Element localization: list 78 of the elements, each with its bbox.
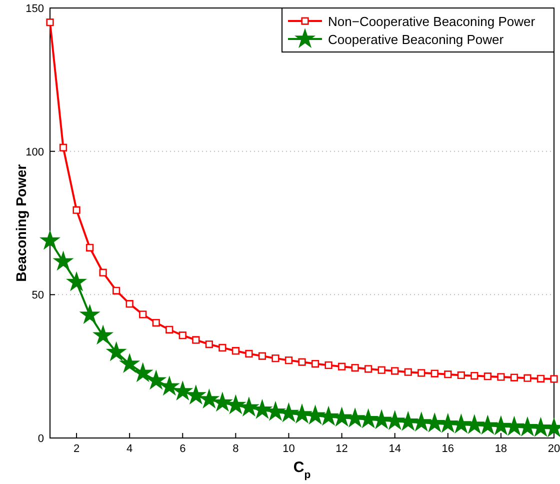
point [378, 366, 386, 374]
point [298, 358, 306, 366]
point [67, 272, 86, 290]
legend-label: Non−Cooperative Beaconing Power [328, 14, 536, 29]
point [99, 268, 107, 276]
point [173, 382, 192, 400]
point [324, 361, 332, 369]
x-tick-label: 6 [180, 443, 186, 455]
point [205, 340, 213, 348]
x-tick-label: 8 [232, 443, 239, 455]
point [444, 370, 452, 378]
x-tick-label: 4 [126, 443, 133, 455]
point [364, 365, 372, 373]
point [54, 252, 72, 270]
point [386, 411, 404, 429]
point [152, 318, 160, 327]
x-tick-label: 10 [282, 443, 295, 455]
point [186, 386, 206, 404]
y-tick-label: 100 [26, 146, 44, 158]
point [338, 362, 346, 370]
point [332, 408, 351, 426]
point [253, 400, 272, 418]
point [484, 372, 492, 380]
point [107, 342, 126, 360]
point [94, 326, 112, 344]
x-tick-label: 2 [73, 443, 80, 455]
point [160, 377, 179, 395]
point [240, 398, 258, 416]
x-tick-label: 18 [494, 443, 508, 455]
point [272, 354, 280, 362]
x-tick-label: 12 [336, 443, 348, 455]
point [418, 369, 426, 377]
point [80, 305, 99, 323]
point [536, 374, 545, 382]
x-tick-label: 20 [548, 443, 560, 455]
point [192, 336, 200, 344]
point [46, 18, 54, 26]
point [126, 300, 134, 308]
x-tick-label: 14 [388, 443, 401, 455]
point [497, 373, 505, 381]
point [404, 368, 412, 376]
x-axis-title: C$_{p}$ [293, 459, 311, 481]
point [280, 404, 298, 422]
point [86, 244, 94, 252]
point [72, 206, 80, 214]
point [218, 344, 226, 352]
point [266, 402, 285, 420]
y-axis-title: Beaconing Power [13, 164, 29, 282]
point [112, 286, 120, 294]
point [166, 326, 174, 334]
point [550, 375, 558, 383]
x-tick-label: 16 [442, 443, 454, 455]
point [178, 332, 186, 340]
point [470, 372, 478, 380]
point [510, 374, 518, 382]
point [258, 352, 266, 360]
point [146, 371, 166, 389]
point [284, 356, 293, 364]
point [351, 364, 359, 372]
point [524, 374, 532, 382]
point [457, 371, 465, 380]
point [232, 347, 240, 355]
point [311, 360, 320, 368]
y-tick-label: 50 [32, 290, 44, 302]
point [120, 354, 139, 372]
point [200, 390, 218, 408]
legend-label: Cooperative Beaconing Power [328, 32, 504, 47]
y-tick-label: 0 [38, 433, 44, 445]
point [226, 396, 245, 414]
point [430, 370, 438, 378]
point [391, 367, 399, 375]
point [59, 144, 68, 152]
point [245, 350, 253, 358]
point [213, 393, 232, 411]
point [134, 364, 152, 382]
y-tick-label: 150 [26, 3, 44, 15]
point [139, 310, 147, 318]
point [40, 231, 60, 249]
